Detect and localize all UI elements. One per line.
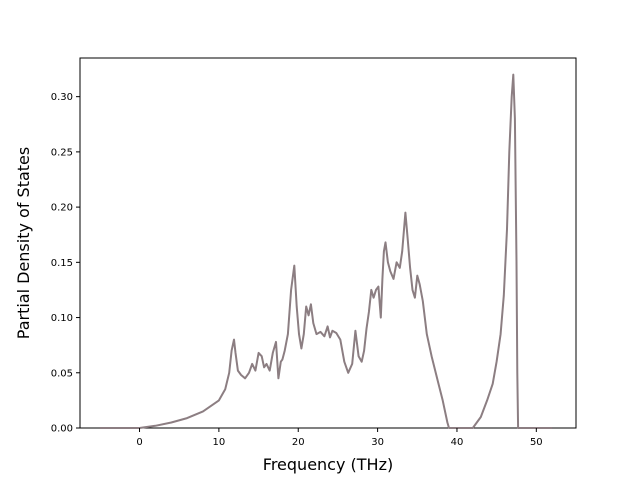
x-axis-label: Frequency (THz) [263, 455, 393, 474]
y-tick-label: 0.15 [51, 258, 73, 269]
y-tick-label: 0.25 [51, 147, 73, 158]
y-axis-ticks: 0.00 0.05 0.10 0.15 0.20 0.25 0.30 [51, 92, 80, 435]
y-tick-label: 0.00 [51, 424, 73, 435]
y-tick-label: 0.05 [51, 368, 73, 379]
x-tick-label: 0 [136, 437, 142, 448]
x-tick-label: 40 [451, 437, 464, 448]
x-tick-label: 30 [371, 437, 384, 448]
x-tick-label: 20 [292, 437, 305, 448]
x-axis-ticks: 0 10 20 30 40 50 [136, 428, 543, 448]
y-axis-label: Partial Density of States [14, 147, 33, 339]
x-tick-label: 10 [213, 437, 226, 448]
y-tick-label: 0.10 [51, 313, 73, 324]
y-tick-label: 0.20 [51, 203, 73, 214]
x-tick-label: 50 [530, 437, 543, 448]
plot-area-frame [79, 57, 577, 429]
y-tick-label: 0.30 [51, 92, 73, 103]
series-layer [99, 73, 553, 429]
series-line-0 [99, 73, 553, 429]
